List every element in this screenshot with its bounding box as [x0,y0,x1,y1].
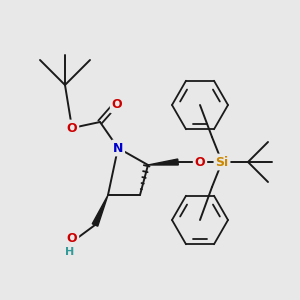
Text: O: O [195,155,205,169]
Text: Si: Si [215,155,229,169]
Text: H: H [65,247,75,257]
Text: O: O [67,232,77,244]
Text: O: O [67,122,77,134]
Text: N: N [113,142,123,154]
Polygon shape [148,159,178,165]
Polygon shape [92,195,108,226]
Text: O: O [112,98,122,112]
